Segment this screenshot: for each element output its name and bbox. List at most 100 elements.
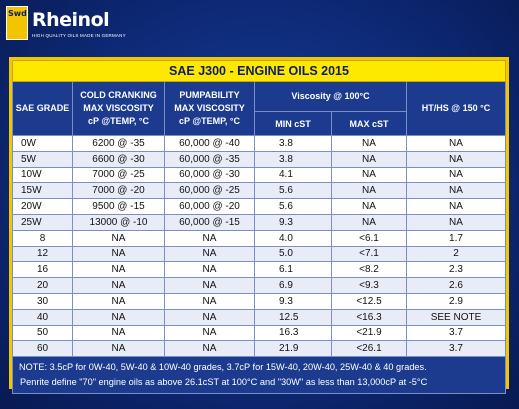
cell-hths: 2.6 <box>406 277 506 294</box>
cell-grade: 16 <box>12 261 73 279</box>
cell-max: <8.2 <box>331 261 407 279</box>
cell-cranking: 7000 @ -25 <box>72 166 165 184</box>
cell-pump: NA <box>164 340 255 358</box>
cell-cranking: 7000 @ -20 <box>72 182 165 200</box>
cell-grade: 12 <box>12 245 73 263</box>
cell-min: 4.1 <box>254 166 332 184</box>
table-notes: NOTE: 3.5cP for 0W-40, 5W-40 & 10W-40 gr… <box>12 356 506 395</box>
cell-min: 4.0 <box>254 229 332 247</box>
table-row: 20 NA NA 6.9 <9.3 2.6 <box>12 277 506 294</box>
table-row: 0W 6200 @ -35 60,000 @ -40 3.8 NA NA <box>12 135 506 152</box>
cell-cranking: 13000 @ -10 <box>72 213 165 231</box>
cell-grade: 40 <box>12 308 73 326</box>
cell-cranking: 6600 @ -30 <box>72 150 165 168</box>
table-row: 12 NA NA 5.0 <7.1 2 <box>12 245 506 263</box>
header-cold-cranking-line2: MAX VISCOSITY <box>83 103 154 113</box>
cell-cranking: NA <box>72 277 165 294</box>
cell-hths: 2.9 <box>406 292 506 310</box>
cell-hths: 3.7 <box>406 340 506 358</box>
cell-hths: 2.3 <box>406 261 506 279</box>
cell-pump: 60,000 @ -40 <box>164 135 255 152</box>
cell-hths: NA <box>406 135 506 152</box>
cell-cranking: NA <box>72 261 165 279</box>
cell-min: 12.5 <box>254 308 332 326</box>
cell-max: <26.1 <box>331 340 407 358</box>
cell-max: NA <box>331 166 407 184</box>
header-pumpability-line3: cP @TEMP, °C <box>178 116 241 126</box>
cell-max: <16.3 <box>331 308 407 326</box>
cell-pump: NA <box>164 308 255 326</box>
cell-max: <12.5 <box>331 292 407 310</box>
table-title: SAE J300 - ENGINE OILS 2015 <box>12 60 506 82</box>
cell-hths: 2 <box>406 245 506 263</box>
cell-min: 9.3 <box>254 292 332 310</box>
cell-pump: 60,000 @ -15 <box>164 213 255 231</box>
cell-pump: 60,000 @ -30 <box>164 166 255 184</box>
brand-tagline: HIGH QUALITY OILS MADE IN GERMANY <box>32 33 126 38</box>
cell-grade: 50 <box>12 324 73 342</box>
cell-cranking: NA <box>72 324 165 342</box>
cell-min: 3.8 <box>254 135 332 152</box>
header-max-cst: MAX cST <box>331 111 407 136</box>
cell-pump: NA <box>164 229 255 247</box>
header-cold-cranking-line3: cP @TEMP, °C <box>87 116 150 126</box>
table-row: 16 NA NA 6.1 <8.2 2.3 <box>12 261 506 279</box>
table-body: 0W 6200 @ -35 60,000 @ -40 3.8 NA NA 5W 6600 @ … <box>12 135 506 358</box>
cell-hths: NA <box>406 213 506 231</box>
cell-cranking: NA <box>72 308 165 326</box>
swd-badge-text: Swd <box>8 9 27 18</box>
table-row: 5W 6600 @ -30 60,000 @ -35 3.8 NA NA <box>12 150 506 168</box>
note-line-2: Penrite define "70" engine oils as above… <box>20 377 428 388</box>
cell-min: 5.0 <box>254 245 332 263</box>
swd-badge: Swd <box>6 6 28 40</box>
cell-min: 6.1 <box>254 261 332 279</box>
cell-grade: 10W <box>12 166 73 184</box>
cell-grade: 15W <box>12 182 73 200</box>
cell-min: 21.9 <box>254 340 332 358</box>
cell-pump: NA <box>164 245 255 263</box>
cell-pump: 60,000 @ -35 <box>164 150 255 168</box>
cell-cranking: NA <box>72 229 165 247</box>
header-min-cst: MIN cST <box>254 111 332 136</box>
cell-max: <7.1 <box>331 245 407 263</box>
cell-hths: NA <box>406 182 506 200</box>
cell-pump: NA <box>164 292 255 310</box>
cell-pump: NA <box>164 324 255 342</box>
cell-grade: 5W <box>12 150 73 168</box>
rheinol-logo: Swd Rheinol HIGH QUALITY OILS MADE IN GE… <box>6 6 126 48</box>
table-row: 50 NA NA 16.3 <21.9 3.7 <box>12 324 506 342</box>
cell-max: NA <box>331 213 407 231</box>
cell-max: <9.3 <box>331 277 407 294</box>
header-viscosity: Viscosity @ 100°C <box>254 81 407 112</box>
cell-max: NA <box>331 150 407 168</box>
cell-min: 9.3 <box>254 213 332 231</box>
table-row: 15W 7000 @ -20 60,000 @ -25 5.6 NA NA <box>12 182 506 200</box>
table-frame: SAE J300 - ENGINE OILS 2015 SAE GRADE CO… <box>9 57 509 395</box>
cell-min: 5.6 <box>254 198 332 215</box>
cell-pump: NA <box>164 277 255 294</box>
table-row: 60 NA NA 21.9 <26.1 3.7 <box>12 340 506 358</box>
cell-pump: 60,000 @ -20 <box>164 198 255 215</box>
header-pumpability-line1: PUMPABILITY <box>179 90 240 100</box>
cell-min: 5.6 <box>254 182 332 200</box>
cell-cranking: 9500 @ -15 <box>72 198 165 215</box>
cell-hths: NA <box>406 150 506 168</box>
header-cold-cranking: COLD CRANKING MAX VISCOSITY cP @TEMP, °C <box>72 81 165 136</box>
table-row: 20W 9500 @ -15 60,000 @ -20 5.6 NA NA <box>12 198 506 215</box>
cell-cranking: NA <box>72 245 165 263</box>
cell-pump: NA <box>164 261 255 279</box>
cell-max: <21.9 <box>331 324 407 342</box>
cell-grade: 60 <box>12 340 73 358</box>
cell-max: <6.1 <box>331 229 407 247</box>
cell-grade: 8 <box>12 229 73 247</box>
cell-min: 6.9 <box>254 277 332 294</box>
header-hths: HT/HS @ 150 °C <box>406 81 506 136</box>
cell-cranking: NA <box>72 292 165 310</box>
header-sae-grade: SAE GRADE <box>12 81 73 136</box>
cell-pump: 60,000 @ -25 <box>164 182 255 200</box>
cell-grade: 20W <box>12 198 73 215</box>
table-row: 8 NA NA 4.0 <6.1 1.7 <box>12 229 506 247</box>
cell-grade: 20 <box>12 277 73 294</box>
table-row: 25W 13000 @ -10 60,000 @ -15 9.3 NA NA <box>12 213 506 231</box>
header-pumpability: PUMPABILITY MAX VISCOSITY cP @TEMP, °C <box>164 81 255 136</box>
